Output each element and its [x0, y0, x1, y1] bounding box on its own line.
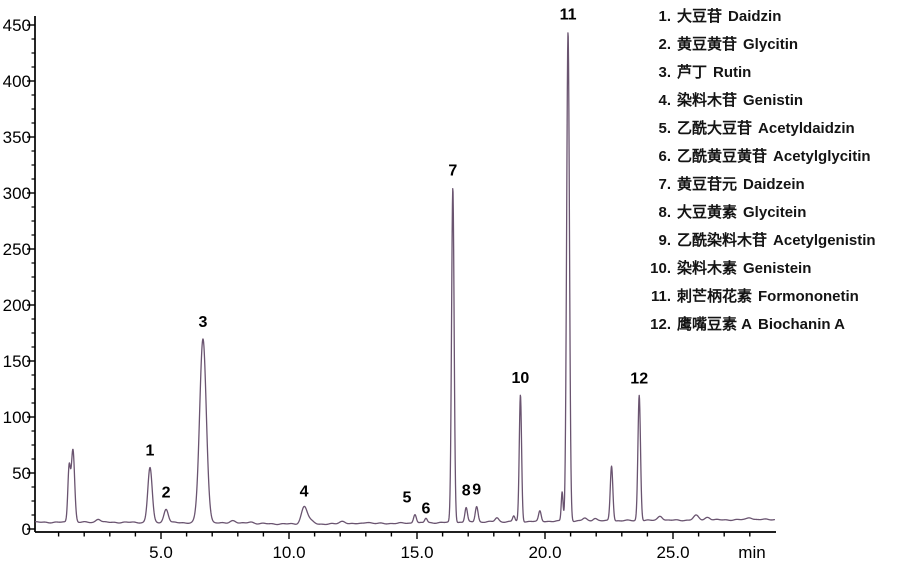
legend-name-en: Daidzin	[728, 8, 782, 25]
legend-name-en: Genistein	[743, 260, 812, 277]
x-tick-label: 10.0	[272, 543, 305, 562]
peak-label-7: 7	[448, 163, 457, 180]
peak-label-4: 4	[300, 483, 309, 500]
x-tick-label: 5.0	[149, 543, 173, 562]
legend-number: 1.	[658, 8, 671, 25]
legend-number: 4.	[658, 92, 671, 109]
legend-number: 7.	[658, 176, 671, 193]
legend-item-4: 4. 染料木苷 Genistin	[646, 87, 876, 115]
peak-label-12: 12	[630, 370, 648, 387]
y-tick-label: 100	[3, 408, 31, 427]
legend-item-8: 8. 大豆黄素 Glycitein	[646, 199, 876, 227]
legend-number: 2.	[658, 36, 671, 53]
peak-label-1: 1	[146, 442, 155, 459]
legend-item-1: 1. 大豆苷 Daidzin	[646, 3, 876, 31]
x-tick-label: 25.0	[656, 543, 689, 562]
peak-label-11: 11	[560, 7, 577, 24]
legend-name-en: Rutin	[713, 64, 752, 81]
legend-item-3: 3. 芦丁 Rutin	[646, 59, 876, 87]
legend-name-zh: 芦丁	[677, 64, 708, 81]
y-tick-label: 0	[22, 520, 31, 539]
legend-name-en: Acetyldaidzin	[758, 120, 855, 137]
peak-label-6: 6	[422, 500, 431, 517]
legend-item-10: 10. 染料木素 Genistein	[646, 255, 876, 283]
legend-name-zh: 刺芒柄花素	[677, 288, 753, 305]
legend-name-en: Acetylgenistin	[773, 232, 876, 249]
legend-number: 6.	[658, 148, 671, 165]
legend-name-zh: 鹰嘴豆素 A	[677, 316, 753, 333]
peak-label-5: 5	[402, 490, 411, 507]
peak-label-3: 3	[199, 314, 208, 331]
legend-name-zh: 黄豆苷元	[677, 176, 738, 193]
legend-name-zh: 染料木苷	[677, 92, 738, 109]
legend-name-zh: 大豆黄素	[677, 204, 738, 221]
legend-item-7: 7. 黄豆苷元 Daidzein	[646, 171, 876, 199]
x-axis-unit-label: min	[738, 543, 765, 562]
legend-name-en: Acetylglycitin	[773, 148, 871, 165]
x-tick-label: 15.0	[400, 543, 433, 562]
peak-label-2: 2	[162, 484, 171, 501]
peak-label-8: 8	[462, 482, 471, 499]
legend-number: 12.	[650, 316, 671, 333]
legend-item-2: 2. 黄豆黄苷 Glycitin	[646, 31, 876, 59]
legend-item-12: 12. 鹰嘴豆素 A Biochanin A	[646, 311, 876, 339]
legend-item-5: 5. 乙酰大豆苷 Acetyldaidzin	[646, 115, 876, 143]
y-tick-label: 50	[12, 464, 31, 483]
compound-legend: 1. 大豆苷 Daidzin 2. 黄豆黄苷 Glycitin 3. 芦丁 Rutin 4.…	[646, 3, 876, 339]
legend-item-6: 6. 乙酰黄豆黄苷 Acetylglycitin	[646, 143, 876, 171]
legend-number: 3.	[658, 64, 671, 81]
legend-number: 10.	[650, 260, 671, 277]
legend-name-zh: 乙酰黄豆黄苷	[677, 148, 768, 165]
legend-number: 11.	[650, 288, 671, 305]
legend-item-9: 9. 乙酰染料木苷 Acetylgenistin	[646, 227, 876, 255]
legend-name-zh: 乙酰大豆苷	[677, 120, 753, 137]
legend-name-en: Genistin	[743, 92, 804, 109]
y-tick-label: 250	[3, 240, 31, 259]
x-tick-label: 20.0	[528, 543, 561, 562]
y-tick-label: 300	[3, 184, 31, 203]
legend-item-11: 11. 刺芒柄花素 Formononetin	[646, 283, 876, 311]
legend-name-en: Daidzein	[743, 176, 805, 193]
legend-name-en: Biochanin A	[758, 316, 845, 333]
legend-name-en: Glycitin	[743, 36, 799, 53]
y-tick-label: 400	[3, 72, 31, 91]
y-tick-label: 200	[3, 296, 31, 315]
legend-name-zh: 大豆苷	[677, 8, 723, 25]
legend-name-zh: 染料木素	[677, 260, 738, 277]
legend-name-en: Formononetin	[758, 288, 859, 305]
legend-number: 8.	[658, 204, 671, 221]
peak-label-9: 9	[472, 482, 481, 499]
legend-name-en: Glycitein	[743, 204, 807, 221]
y-tick-label: 350	[3, 128, 31, 147]
chromatogram-trace	[34, 32, 776, 526]
y-tick-label: 450	[3, 16, 31, 35]
legend-name-zh: 黄豆黄苷	[677, 36, 738, 53]
legend-number: 5.	[658, 120, 671, 137]
legend-name-zh: 乙酰染料木苷	[677, 232, 768, 249]
legend-number: 9.	[658, 232, 671, 249]
peak-label-10: 10	[512, 370, 530, 387]
y-tick-label: 150	[3, 352, 31, 371]
